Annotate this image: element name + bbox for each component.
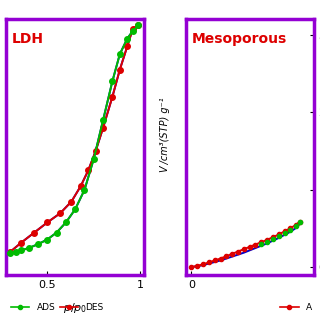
Text: V /cm³(STP) g⁻¹: V /cm³(STP) g⁻¹ xyxy=(160,97,170,172)
Text: LDH: LDH xyxy=(12,32,44,46)
Legend: A: A xyxy=(277,299,316,316)
Text: Mesoporous: Mesoporous xyxy=(192,32,287,46)
Text: $p/p_0$: $p/p_0$ xyxy=(63,301,87,315)
Legend: ADS, DES: ADS, DES xyxy=(8,299,107,316)
